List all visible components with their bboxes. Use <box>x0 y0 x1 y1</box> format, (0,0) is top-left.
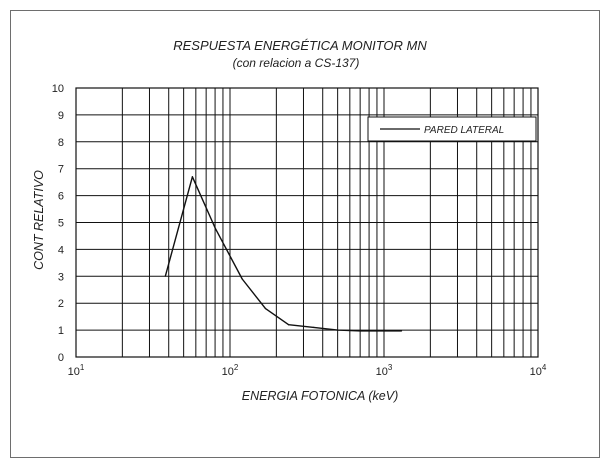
data-point <box>214 227 216 229</box>
data-point <box>287 324 290 326</box>
data-point <box>359 330 361 332</box>
data-point <box>264 307 267 310</box>
series-layer <box>164 176 403 332</box>
chart-subtitle: (con relacion a CS-137) <box>233 56 360 70</box>
x-tick-label: 103 <box>376 363 393 378</box>
data-point <box>400 330 403 332</box>
data-point <box>241 278 243 280</box>
chart-frame <box>10 10 600 458</box>
y-tick-label: 0 <box>58 352 64 364</box>
y-tick-label: 4 <box>58 244 64 256</box>
x-tick-label: 104 <box>530 363 547 378</box>
x-tick-label: 102 <box>222 363 239 378</box>
chart-title: RESPUESTA ENERGÉTICA MONITOR MN <box>173 38 427 53</box>
y-tick-label: 6 <box>58 191 64 203</box>
y-tick-label: 3 <box>58 271 64 283</box>
y-tick-labels: 0 1 2 3 4 5 6 7 8 9 10 <box>52 83 64 364</box>
y-tick-label: 5 <box>58 218 64 230</box>
plot-border <box>75 87 539 358</box>
data-point <box>383 330 385 332</box>
data-point <box>337 329 339 331</box>
grid <box>75 87 539 358</box>
x-tick-label: 101 <box>68 363 85 378</box>
data-point <box>191 176 194 178</box>
y-tick-label: 2 <box>58 298 64 310</box>
x-axis-label: ENERGIA FOTONICA (keV) <box>242 389 399 403</box>
x-tick-labels: 101 102 103 104 <box>68 363 547 378</box>
y-tick-label: 9 <box>58 110 64 122</box>
legend-label: PARED LATERAL <box>424 125 504 136</box>
y-tick-label: 10 <box>52 83 64 95</box>
y-tick-label: 8 <box>58 137 64 149</box>
y-tick-label: 7 <box>58 164 64 176</box>
data-point <box>313 326 315 329</box>
y-tick-label: 1 <box>58 325 64 337</box>
data-point <box>164 275 166 277</box>
y-axis-label: CONT RELATIVO <box>32 170 46 270</box>
series-line <box>164 176 402 332</box>
